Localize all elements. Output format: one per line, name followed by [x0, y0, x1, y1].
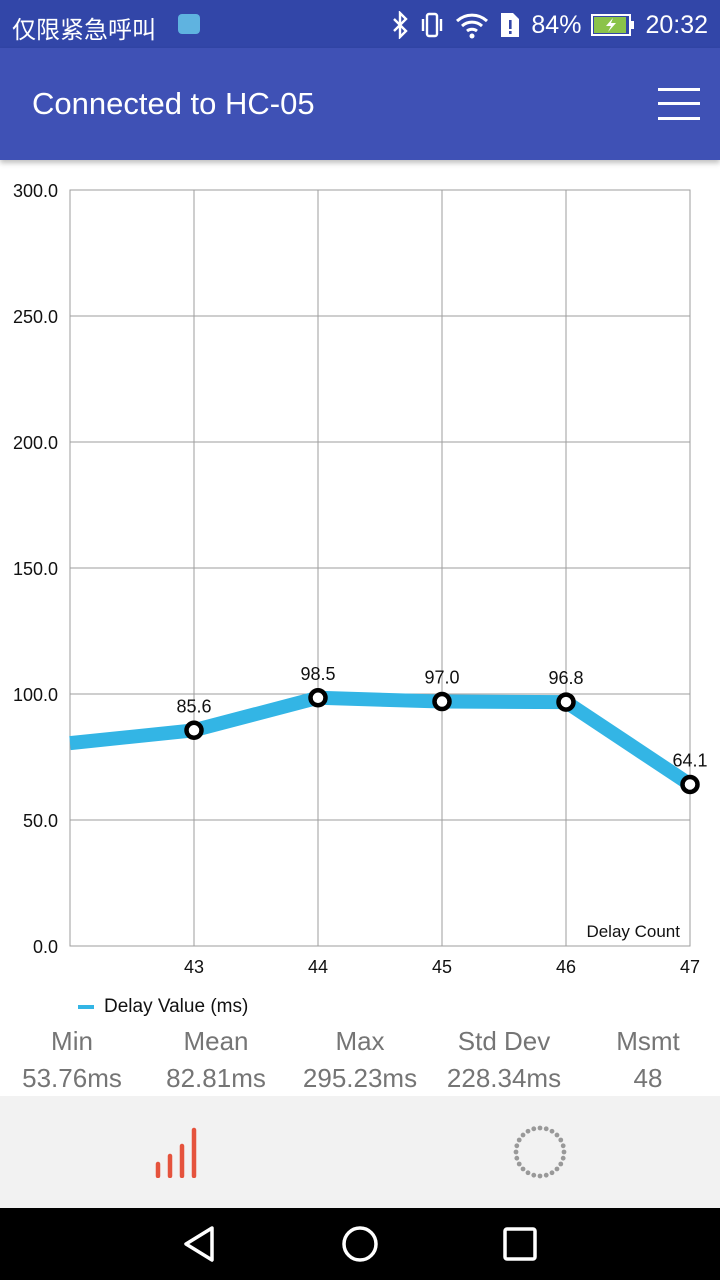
spinner-dot [558, 1161, 564, 1167]
y-tick-label: 300.0 [13, 181, 58, 201]
stat-value: 295.23ms [302, 1063, 418, 1093]
x-tick-label: 43 [184, 957, 204, 977]
stat-label: Max [335, 1026, 385, 1056]
y-tick-label: 100.0 [13, 685, 58, 705]
carrier-text: 仅限紧急呼叫 [12, 16, 156, 44]
spinner-dot [516, 1137, 522, 1143]
spinner-dot [543, 1126, 549, 1132]
x-tick-label: 45 [432, 957, 452, 977]
stat-label: Mean [183, 1026, 249, 1056]
spinner-dot [520, 1132, 526, 1138]
sim-alert-icon [501, 13, 520, 37]
x-tick-label: 46 [556, 957, 576, 977]
app-bar: Connected to HC-05 [0, 48, 720, 160]
spinner-dot [525, 1170, 531, 1176]
bluetooth-icon [393, 11, 409, 39]
spinner-dot [513, 1149, 519, 1155]
spinner-dot [549, 1170, 555, 1176]
data-point [308, 688, 328, 708]
stat-value: 228.34ms [446, 1063, 562, 1093]
vibrate-icon [422, 12, 443, 38]
spinner-dot [531, 1172, 537, 1178]
y-tick-label: 0.0 [33, 937, 58, 957]
stat-min: Min 53.76ms [0, 1024, 144, 1098]
y-tick-label: 50.0 [23, 811, 58, 831]
stat-mean: Mean 82.81ms [144, 1024, 288, 1098]
stat-value: 53.76ms [22, 1063, 122, 1093]
stat-msmt: Msmt 48 [576, 1024, 720, 1098]
stats-row: Min 53.76ms Mean 82.81ms Max 295.23ms St… [0, 1024, 720, 1098]
delay-line-chart: 0.0 50.0 100.0 150.0 200.0 250.0 300.0 43 44 45 46… [13, 181, 708, 977]
spinner-dot [516, 1161, 522, 1167]
tab-refresh[interactable] [360, 1096, 720, 1208]
wifi-icon [456, 13, 489, 39]
home-icon[interactable] [340, 1224, 380, 1264]
data-point [556, 692, 576, 712]
data-label: 85.6 [176, 696, 211, 716]
battery-percent: 84% [531, 10, 582, 39]
y-tick-label: 250.0 [13, 307, 58, 327]
data-label: 97.0 [424, 668, 459, 688]
stat-max: Max 295.23ms [288, 1024, 432, 1098]
spinner-dot [560, 1143, 566, 1149]
tab-chart[interactable] [0, 1096, 360, 1208]
bottom-tab-bar [0, 1096, 720, 1208]
series-line [69, 690, 694, 791]
stat-label: Min [51, 1026, 93, 1056]
system-nav-bar [0, 1208, 720, 1280]
android-notification-icon [178, 14, 200, 34]
data-label: 96.8 [548, 668, 583, 688]
bar-chart-icon [155, 1127, 197, 1178]
stat-value: 82.81ms [166, 1063, 266, 1093]
spinner-dot [561, 1149, 567, 1155]
spinner-dot [520, 1166, 526, 1172]
spinner-dot [537, 1173, 543, 1179]
spinner-dot [558, 1137, 564, 1143]
spinner-dot [537, 1125, 543, 1131]
page-title: Connected to HC-05 [32, 86, 315, 121]
spinner-dot [531, 1126, 537, 1132]
spinner-dot [549, 1128, 555, 1134]
back-icon[interactable] [180, 1224, 220, 1264]
legend-swatch [78, 1005, 94, 1009]
spinner-dot [514, 1155, 520, 1161]
spinner-dot [525, 1128, 531, 1134]
status-bar: 仅限紧急呼叫 84% 20:32 [0, 0, 720, 48]
stat-value: 48 [633, 1063, 663, 1093]
spinner-dot [543, 1172, 549, 1178]
y-tick-label: 150.0 [13, 559, 58, 579]
stat-std-dev: Std Dev 228.34ms [432, 1024, 576, 1098]
stat-label: Std Dev [457, 1026, 551, 1056]
chart-legend: Delay Value (ms) [78, 996, 248, 1018]
battery-charging-icon [591, 14, 635, 36]
hamburger-menu-icon[interactable] [658, 86, 700, 122]
recents-icon[interactable] [500, 1224, 540, 1264]
data-point [432, 691, 452, 712]
x-tick-label: 44 [308, 957, 328, 977]
x-axis-label: Delay Count [586, 922, 680, 941]
data-label: 64.1 [672, 750, 707, 770]
spinner-dot [554, 1132, 560, 1138]
data-point [680, 774, 700, 795]
stat-label: Msmt [616, 1026, 680, 1056]
legend-label: Delay Value (ms) [104, 996, 249, 1017]
spinner-dot [560, 1155, 566, 1161]
clock: 20:32 [645, 10, 708, 39]
loading-spinner-icon [513, 1125, 567, 1179]
y-tick-label: 200.0 [13, 433, 58, 453]
data-label: 98.5 [300, 664, 335, 684]
spinner-dot [554, 1166, 560, 1172]
x-tick-label: 47 [680, 957, 700, 977]
status-icons: 84% 20:32 [391, 8, 708, 42]
spinner-dot [514, 1143, 520, 1149]
data-point [184, 720, 204, 741]
